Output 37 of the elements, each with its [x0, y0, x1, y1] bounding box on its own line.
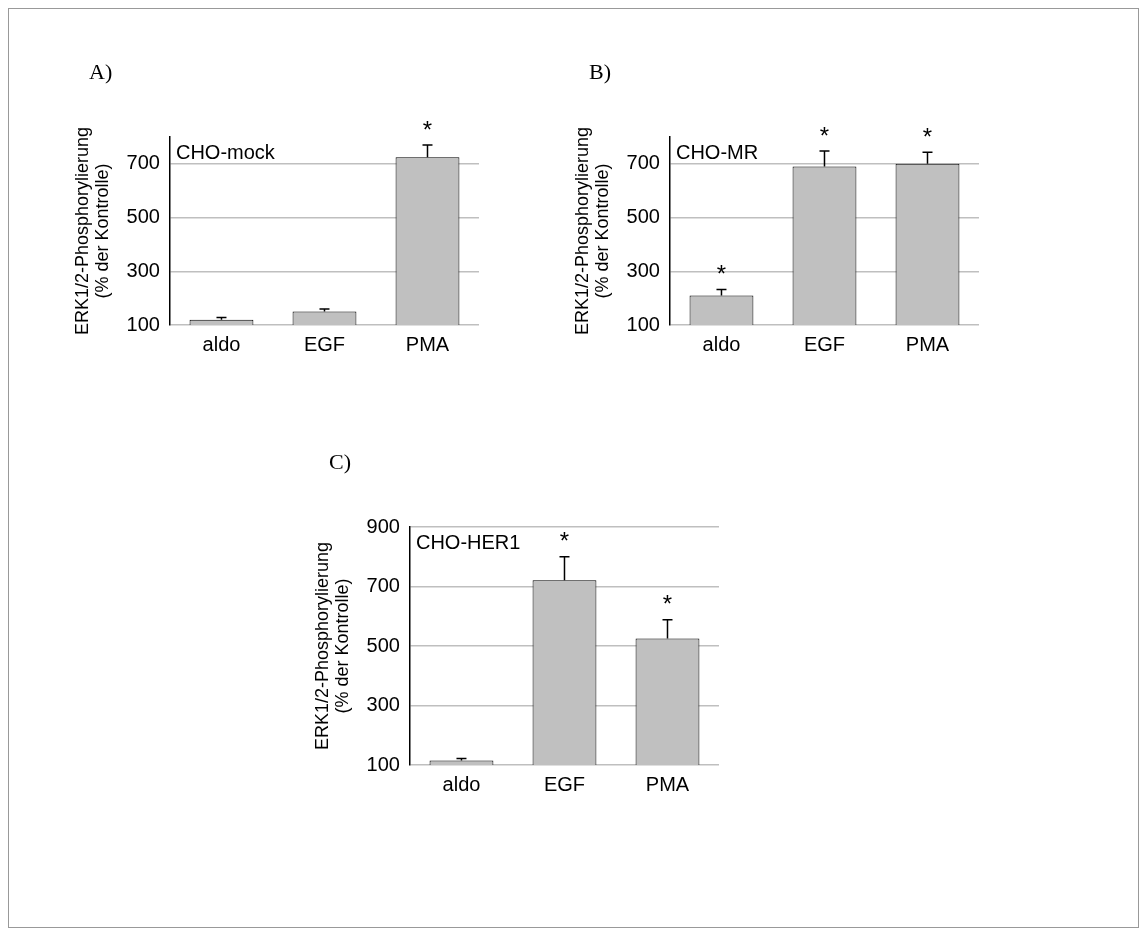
chart-title: B)	[589, 59, 612, 85]
y-tick-label: 100	[366, 752, 400, 775]
y-tick-label: 100	[126, 312, 160, 335]
y-tick-label: 700	[626, 151, 660, 174]
x-tick-label: PMA	[905, 332, 950, 355]
y-tick-label: 900	[366, 514, 400, 537]
chart-title: A)	[89, 59, 114, 85]
y-tick-label: 700	[366, 574, 400, 597]
annotation: *	[819, 121, 830, 149]
y-tick-label: 100	[626, 312, 660, 335]
annotation: CHO-mock	[175, 140, 276, 163]
x-tick-label: EGF	[303, 332, 346, 355]
annotation: *	[662, 590, 673, 618]
x-tick-label: EGF	[543, 772, 586, 795]
annotation: *	[422, 115, 433, 143]
x-tick-label: aldo	[442, 772, 481, 795]
y-tick-label: 500	[366, 633, 400, 656]
annotation: CHO-MR	[675, 140, 759, 163]
x-tick-label: EGF	[803, 332, 846, 355]
annotation: CHO-HER1	[415, 530, 521, 553]
y-tick-label: 500	[626, 205, 660, 228]
x-tick-label: PMA	[645, 772, 690, 795]
x-tick-label: aldo	[702, 332, 741, 355]
x-tick-label: aldo	[202, 332, 241, 355]
y-tick-label: 300	[366, 693, 400, 716]
annotation: *	[559, 527, 570, 555]
annotation: *	[922, 122, 933, 150]
y-axis-title: ERK1/2-Phosphorylierung (% der Kontrolle)	[311, 541, 352, 751]
y-tick-label: 300	[626, 258, 660, 281]
y-tick-label: 300	[126, 258, 160, 281]
y-axis-title: ERK1/2-Phosphorylierung (% der Kontrolle)	[571, 126, 612, 336]
chart-title: C)	[329, 449, 352, 475]
y-tick-label: 500	[126, 205, 160, 228]
annotation: *	[716, 260, 727, 288]
y-tick-label: 700	[126, 151, 160, 174]
y-axis-title: ERK1/2-Phosphorylierung (% der Kontrolle)	[71, 126, 112, 336]
x-tick-label: PMA	[405, 332, 450, 355]
